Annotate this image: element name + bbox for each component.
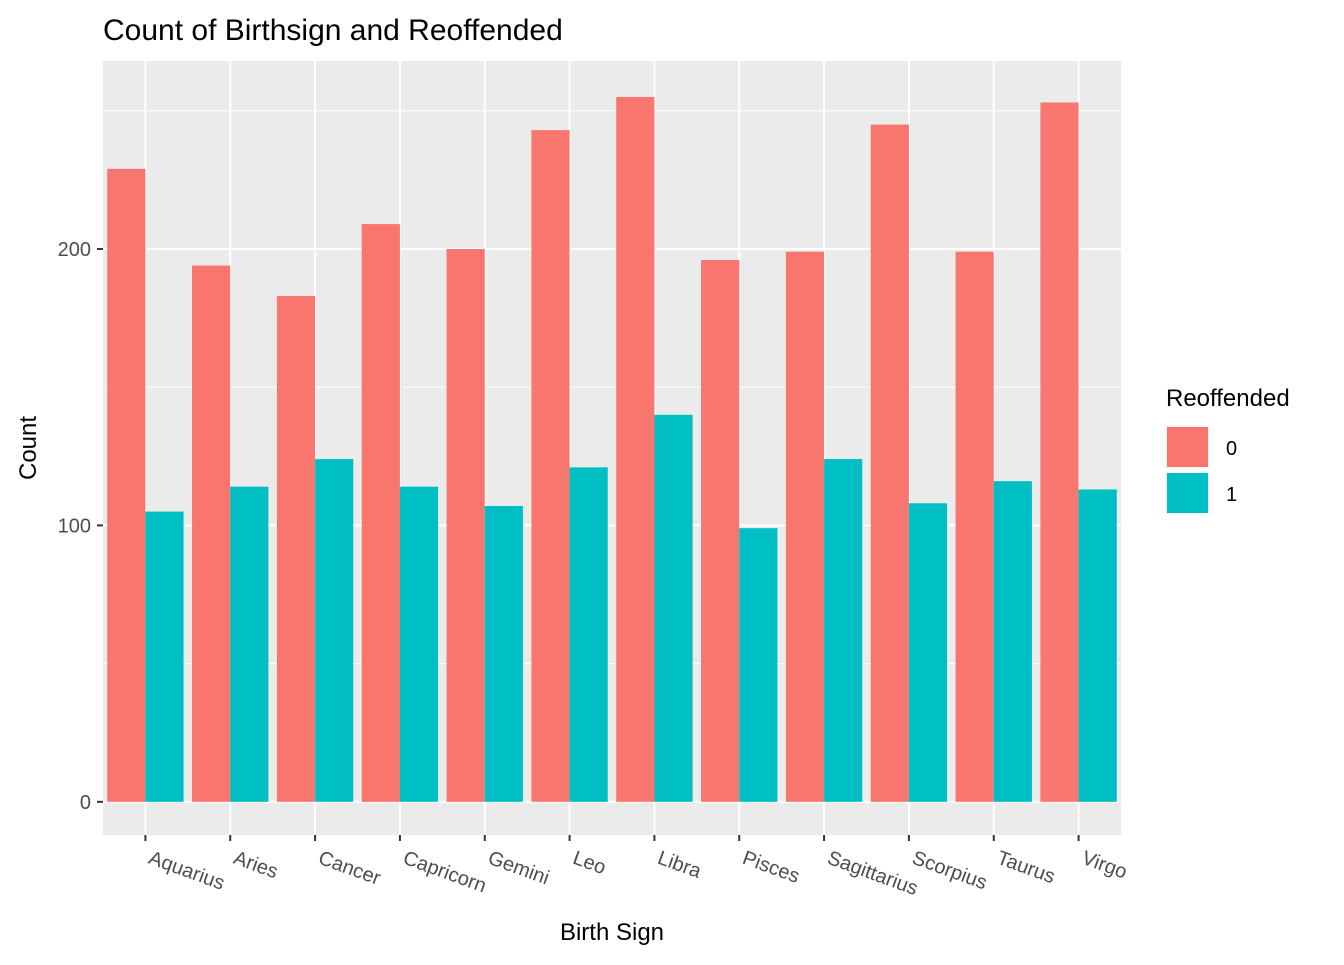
- bar-pisces-series-1: [739, 528, 778, 802]
- x-tick-label: Scorpius: [909, 847, 990, 894]
- legend-swatch-0: [1167, 427, 1208, 467]
- x-tick-label: Pisces: [740, 847, 803, 888]
- x-tick-label: Gemini: [485, 847, 552, 889]
- bar-aries-series-1: [230, 486, 269, 802]
- x-tick-label: Virgo: [1079, 847, 1130, 884]
- bar-libra-series-1: [654, 414, 693, 802]
- x-tick-label: Libra: [655, 847, 705, 883]
- bar-cancer-series-0: [276, 295, 316, 802]
- bar-scorpius-series-1: [908, 503, 948, 802]
- bar-aries-series-0: [192, 265, 231, 802]
- y-tick-label: 0: [80, 792, 91, 814]
- legend-label-1: 1: [1226, 484, 1237, 506]
- bar-gemini-series-1: [484, 506, 523, 802]
- x-tick-label: Cancer: [315, 847, 383, 890]
- bar-pisces-series-0: [701, 260, 740, 802]
- legend: Reoffended 0 1: [1166, 385, 1290, 514]
- bar-sagittarius-series-1: [824, 459, 863, 802]
- legend-swatch-1: [1167, 473, 1208, 513]
- bar-virgo-series-1: [1078, 489, 1117, 802]
- bar-sagittarius-series-0: [785, 251, 825, 802]
- x-tick-label: Taurus: [994, 847, 1058, 888]
- x-tick-label: Leo: [570, 847, 609, 879]
- bar-virgo-series-0: [1040, 102, 1079, 802]
- y-tick-label: 200: [58, 239, 91, 261]
- legend-label-0: 0: [1226, 438, 1237, 460]
- bar-capricorn-series-0: [361, 224, 400, 802]
- bar-scorpius-series-0: [870, 124, 909, 802]
- x-tick-label: Aquarius: [146, 847, 228, 895]
- minor-gridlines: [103, 110, 1121, 665]
- y-axis-label: Count: [15, 416, 42, 480]
- bar-taurus-series-0: [955, 251, 994, 802]
- x-tick-label: Capricorn: [400, 847, 489, 897]
- bar-cancer-series-1: [315, 459, 354, 802]
- bars: [107, 96, 1117, 802]
- bar-libra-series-0: [616, 96, 655, 802]
- x-tick-label: Sagittarius: [824, 847, 920, 900]
- chart-title: Count of Birthsign and Reoffended: [103, 14, 563, 47]
- y-axis: 0 100 200: [58, 239, 103, 814]
- bar-taurus-series-1: [993, 481, 1032, 802]
- x-tick-label: Aries: [231, 847, 281, 883]
- bar-aquarius-series-1: [145, 511, 184, 802]
- y-tick-label: 100: [58, 515, 91, 537]
- bar-leo-series-0: [531, 130, 570, 802]
- x-axis-label: Birth Sign: [560, 919, 664, 946]
- bar-capricorn-series-1: [399, 486, 439, 802]
- legend-title: Reoffended: [1166, 385, 1290, 412]
- bar-gemini-series-0: [446, 248, 485, 802]
- plot-panel: [103, 61, 1121, 835]
- bar-leo-series-1: [569, 467, 608, 802]
- bar-aquarius-series-0: [107, 168, 146, 802]
